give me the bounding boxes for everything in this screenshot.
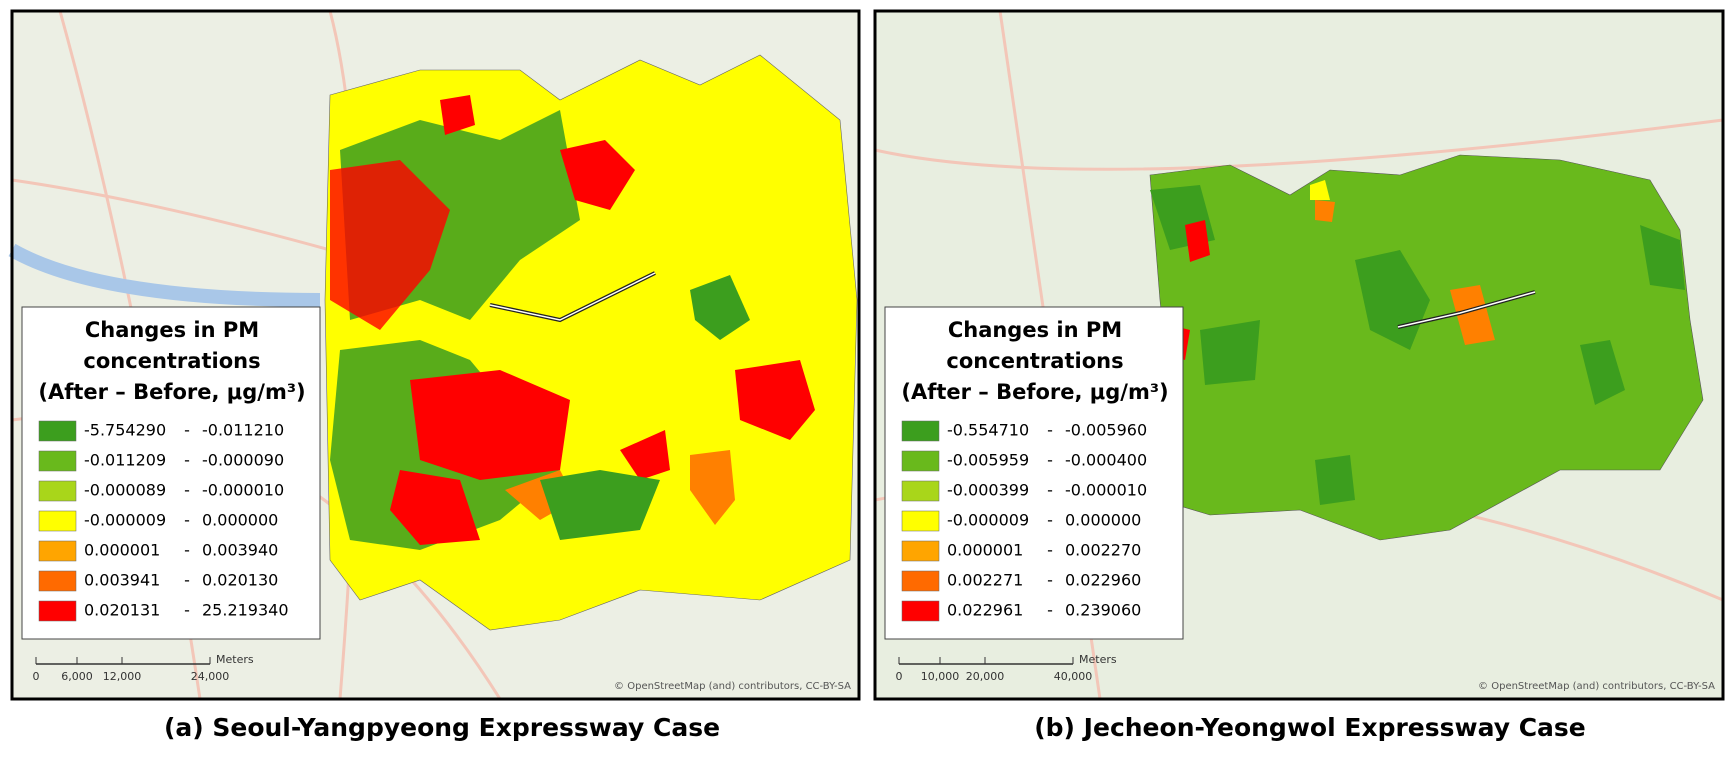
legend-to: -0.000400 xyxy=(1065,451,1147,470)
legend-from: 0.020131 xyxy=(84,601,160,620)
scale-label: 0 xyxy=(896,670,903,683)
legend-to: -0.005960 xyxy=(1065,421,1147,440)
legend-from: -0.000009 xyxy=(947,511,1029,530)
scale-label: 12,000 xyxy=(103,670,142,683)
panel-border xyxy=(873,9,1725,701)
legend-sep: - xyxy=(184,511,190,530)
legend-swatch xyxy=(901,420,940,442)
legend-from: -0.000089 xyxy=(84,481,166,500)
scale-label: 20,000 xyxy=(966,670,1005,683)
legend-from: -0.000009 xyxy=(84,511,166,530)
attribution: © OpenStreetMap (and) contributors, CC-B… xyxy=(614,681,851,692)
legend-swatch xyxy=(38,540,77,562)
legend-to: 0.000000 xyxy=(202,511,278,530)
legend-from: -0.554710 xyxy=(947,421,1029,440)
legend-sep: - xyxy=(1047,451,1053,470)
legend-from: 0.002271 xyxy=(947,571,1023,590)
legend-title: (After – Before, μg/m³) xyxy=(38,380,305,404)
legend-title: Changes in PM xyxy=(948,318,1122,342)
legend-sep: - xyxy=(1047,601,1053,620)
scale-label: 6,000 xyxy=(61,670,93,683)
legend-from: 0.003941 xyxy=(84,571,160,590)
legend-from: -0.000399 xyxy=(947,481,1029,500)
legend-swatch xyxy=(901,570,940,592)
legend-to: 0.000000 xyxy=(1065,511,1141,530)
legend-swatch xyxy=(38,570,77,592)
caption: (b) Jecheon-Yeongwol Expressway Case xyxy=(1034,713,1586,742)
legend-title: concentrations xyxy=(83,349,260,373)
legend-to: -0.011210 xyxy=(202,421,284,440)
legend-swatch xyxy=(38,420,77,442)
legend-swatch xyxy=(38,600,77,622)
legend-sep: - xyxy=(1047,511,1053,530)
caption: (a) Seoul-Yangpyeong Expressway Case xyxy=(164,713,720,742)
legend-from: -0.005959 xyxy=(947,451,1029,470)
legend-swatch xyxy=(901,540,940,562)
legend-swatch xyxy=(901,480,940,502)
legend-swatch xyxy=(901,450,940,472)
legend-sep: - xyxy=(1047,421,1053,440)
scale-label: 24,000 xyxy=(191,670,230,683)
legend-from: -0.011209 xyxy=(84,451,166,470)
legend-sep: - xyxy=(1047,481,1053,500)
scale-label: 10,000 xyxy=(921,670,960,683)
legend-sep: - xyxy=(184,571,190,590)
legend-to: 0.022960 xyxy=(1065,571,1141,590)
legend-swatch xyxy=(38,510,77,532)
legend-to: -0.000090 xyxy=(202,451,284,470)
legend-from: 0.000001 xyxy=(84,541,160,560)
scale-unit: Meters xyxy=(216,653,254,666)
legend-swatch xyxy=(901,600,940,622)
legend-to: 0.020130 xyxy=(202,571,278,590)
legend-from: -5.754290 xyxy=(84,421,166,440)
legend-title: (After – Before, μg/m³) xyxy=(901,380,1168,404)
legend-to: -0.000010 xyxy=(202,481,284,500)
legend-sep: - xyxy=(184,541,190,560)
map-a xyxy=(8,10,859,700)
legend-to: -0.000010 xyxy=(1065,481,1147,500)
legend-to: 0.239060 xyxy=(1065,601,1141,620)
legend-sep: - xyxy=(184,421,190,440)
legend-sep: - xyxy=(1047,541,1053,560)
legend-from: 0.022961 xyxy=(947,601,1023,620)
legend-sep: - xyxy=(1047,571,1053,590)
legend-to: 25.219340 xyxy=(202,601,289,620)
legend-to: 0.003940 xyxy=(202,541,278,560)
scale-unit: Meters xyxy=(1079,653,1117,666)
legend-to: 0.002270 xyxy=(1065,541,1141,560)
legend-swatch xyxy=(38,450,77,472)
legend-from: 0.000001 xyxy=(947,541,1023,560)
scale-label: 40,000 xyxy=(1054,670,1093,683)
legend-sep: - xyxy=(184,601,190,620)
attribution: © OpenStreetMap (and) contributors, CC-B… xyxy=(1478,681,1715,692)
legend-sep: - xyxy=(184,481,190,500)
legend-swatch xyxy=(38,480,77,502)
scale-label: 0 xyxy=(33,670,40,683)
legend-sep: - xyxy=(184,451,190,470)
panel-border xyxy=(10,9,861,701)
legend-swatch xyxy=(901,510,940,532)
legend-title: Changes in PM xyxy=(85,318,259,342)
legend-title: concentrations xyxy=(946,349,1123,373)
